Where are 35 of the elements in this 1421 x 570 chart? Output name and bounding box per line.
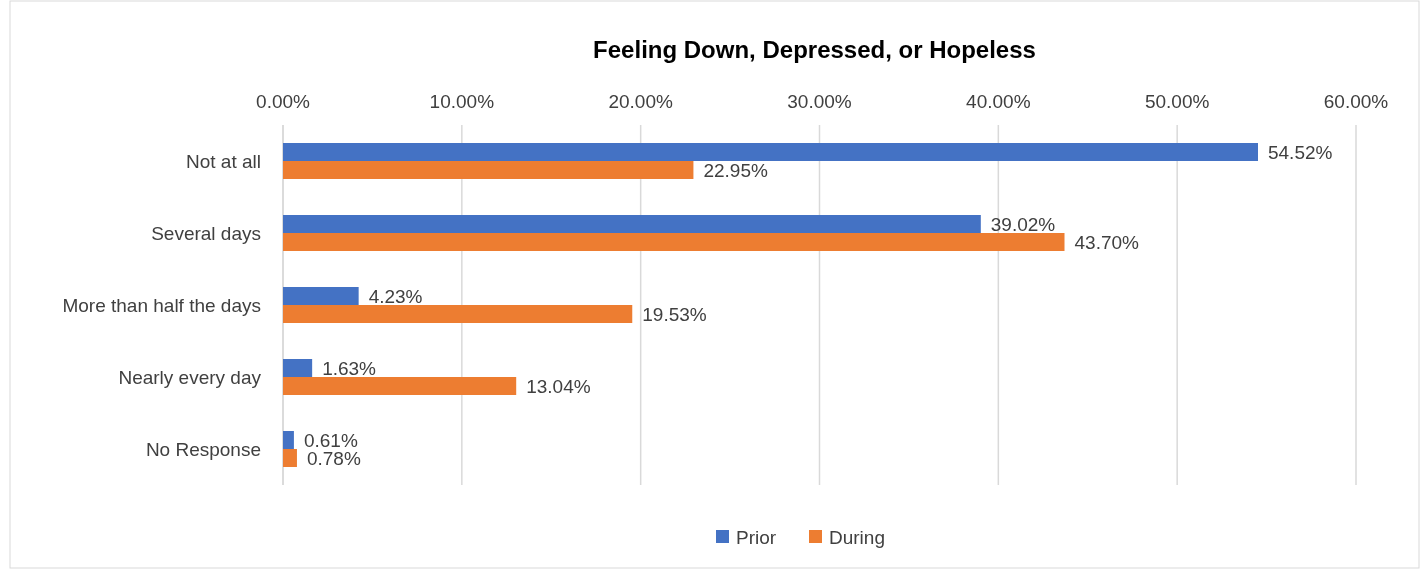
bar: [283, 431, 294, 449]
y-tick-label: Several days: [151, 223, 261, 244]
x-tick-label: 60.00%: [1323, 91, 1389, 112]
data-label: 0.78%: [306, 448, 361, 469]
bar: [283, 161, 694, 179]
data-label: 43.70%: [1074, 232, 1140, 253]
data-label: 54.52%: [1268, 142, 1333, 163]
bar: [283, 377, 517, 395]
y-tick-label: Nearly every day: [118, 367, 262, 388]
legend-label: During: [829, 527, 885, 548]
y-tick-label: No Response: [145, 439, 261, 460]
bar: [283, 233, 1065, 251]
bar: [283, 359, 313, 377]
x-tick-label: 40.00%: [966, 91, 1031, 112]
data-label: 39.02%: [990, 214, 1056, 235]
bar: [283, 449, 297, 467]
data-label: 19.53%: [642, 304, 707, 325]
legend-label: Prior: [736, 527, 777, 548]
bar: [283, 305, 633, 323]
x-tick-label: 10.00%: [429, 91, 495, 112]
data-label: 1.63%: [322, 358, 377, 379]
bar: [283, 287, 359, 305]
data-label: 4.23%: [368, 286, 423, 307]
data-label: 0.61%: [303, 430, 358, 451]
x-tick-label: 0.00%: [256, 91, 311, 112]
x-tick-label: 20.00%: [608, 91, 673, 112]
bar: [283, 215, 981, 233]
y-tick-label: More than half the days: [62, 295, 261, 316]
x-tick-label: 30.00%: [787, 91, 852, 112]
bar: [283, 143, 1258, 161]
y-tick-label: Not at all: [186, 151, 261, 172]
data-label: 22.95%: [703, 160, 768, 181]
x-tick-label: 50.00%: [1144, 91, 1210, 112]
data-label: 13.04%: [526, 376, 591, 397]
chart-title: Feeling Down, Depressed, or Hopeless: [593, 36, 1036, 63]
